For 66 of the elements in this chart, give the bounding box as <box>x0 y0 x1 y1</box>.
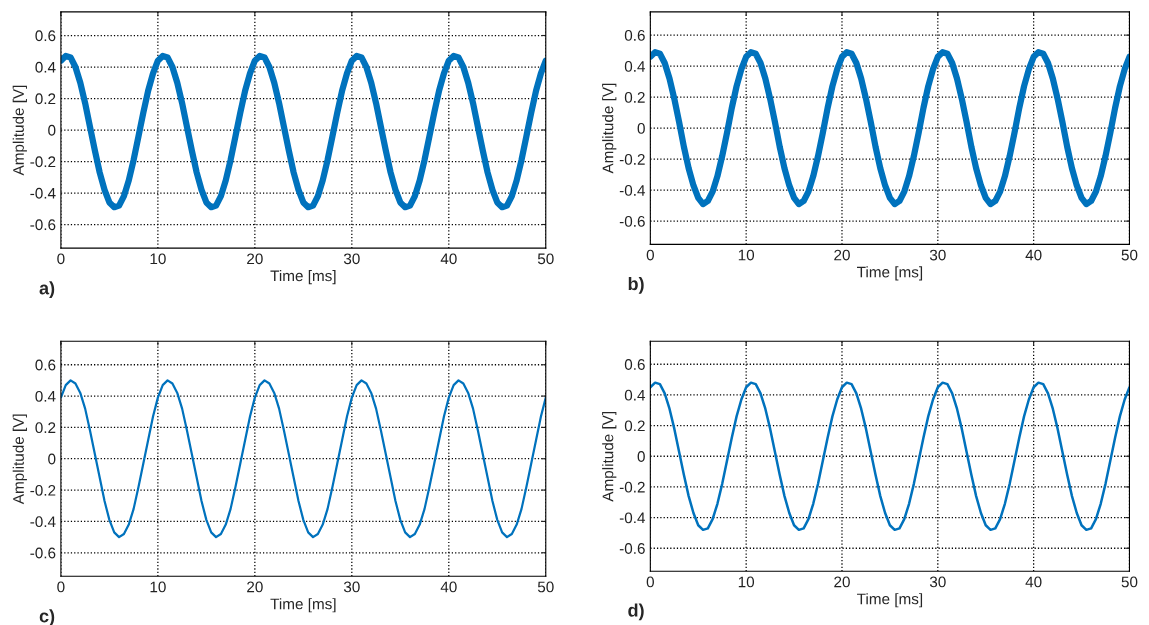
y-tick-label: 0 <box>637 451 645 462</box>
text: a) <box>39 281 55 299</box>
x-axis-title: Time [ms] <box>270 598 336 613</box>
x-axis-title: Time [ms] <box>270 270 336 285</box>
y-tick-label: 0.6 <box>35 359 56 371</box>
y-axis-title: Amplitude [V] <box>12 85 27 176</box>
x-tick-label: 20 <box>247 253 263 265</box>
x-tick-label: 10 <box>150 581 166 593</box>
x-tick-label: 30 <box>343 581 360 593</box>
y-tick-label: -0.2 <box>30 484 56 496</box>
y-tick-label: -0.4 <box>619 184 646 196</box>
x-tick-label: 0 <box>646 249 654 261</box>
y-tick-label: -0.6 <box>30 547 56 559</box>
y-axis-title: Amplitude [V] <box>602 83 617 174</box>
y-tick-label: 0.6 <box>35 30 56 42</box>
y-tick-label: 0.2 <box>624 91 645 103</box>
y-tick-label: 0.4 <box>624 389 646 401</box>
x-tick-label: 30 <box>343 253 360 265</box>
y-tick-label: -0.6 <box>619 543 645 554</box>
y-tick-label: -0.2 <box>30 156 56 168</box>
x-tick-label: 0 <box>57 581 65 593</box>
y-tick-label: 0.4 <box>35 390 56 402</box>
x-tick-label: 50 <box>1121 249 1138 261</box>
text: d) <box>628 603 644 621</box>
line-series <box>60 379 546 539</box>
x-tick-label: 20 <box>247 581 263 593</box>
x-tick-label: 40 <box>1025 576 1042 588</box>
x-tick-label: 10 <box>738 576 755 588</box>
y-tick-label: -0.4 <box>619 512 646 524</box>
y-tick-label: 0 <box>48 453 56 465</box>
x-tick-label: 40 <box>440 253 457 265</box>
y-tick-label: -0.4 <box>30 516 56 528</box>
x-tick-label: 50 <box>537 253 554 265</box>
y-tick-label: 0 <box>48 124 56 136</box>
y-axis-title: Amplitude [V] <box>602 411 617 502</box>
y-tick-label: -0.6 <box>619 215 645 227</box>
x-tick-label: 50 <box>1121 576 1138 588</box>
x-tick-label: 20 <box>834 576 850 588</box>
y-tick-label: 0.2 <box>35 422 56 434</box>
y-tick-label: 0.6 <box>624 359 645 370</box>
y-tick-label: -0.2 <box>619 481 645 493</box>
y-tick-label: -0.4 <box>30 187 56 199</box>
y-tick-label: 0.4 <box>35 61 56 73</box>
y-tick-label: 0 <box>637 122 645 134</box>
y-tick-label: 0.2 <box>35 93 56 105</box>
x-axis-title: Time [ms] <box>857 593 923 608</box>
x-tick-label: 10 <box>150 253 166 265</box>
y-tick-label: 0.6 <box>624 29 645 41</box>
x-tick-label: 40 <box>440 581 457 593</box>
x-tick-label: 0 <box>646 576 654 588</box>
x-tick-label: 40 <box>1025 249 1042 261</box>
x-tick-label: 30 <box>929 249 946 261</box>
x-axis-title: Time [ms] <box>857 266 923 281</box>
text: b) <box>628 276 644 294</box>
x-tick-label: 0 <box>57 253 65 265</box>
x-tick-label: 30 <box>929 576 946 588</box>
x-tick-label: 10 <box>738 249 755 261</box>
line-series <box>650 381 1130 532</box>
x-tick-label: 20 <box>834 249 850 261</box>
x-tick-label: 50 <box>537 581 554 593</box>
y-tick-label: -0.2 <box>619 153 645 165</box>
y-tick-label: 0.2 <box>624 420 645 432</box>
text: c) <box>39 609 55 625</box>
y-axis-title: Amplitude [V] <box>12 414 27 505</box>
y-tick-label: -0.6 <box>30 219 56 231</box>
y-tick-label: 0.4 <box>624 60 646 72</box>
